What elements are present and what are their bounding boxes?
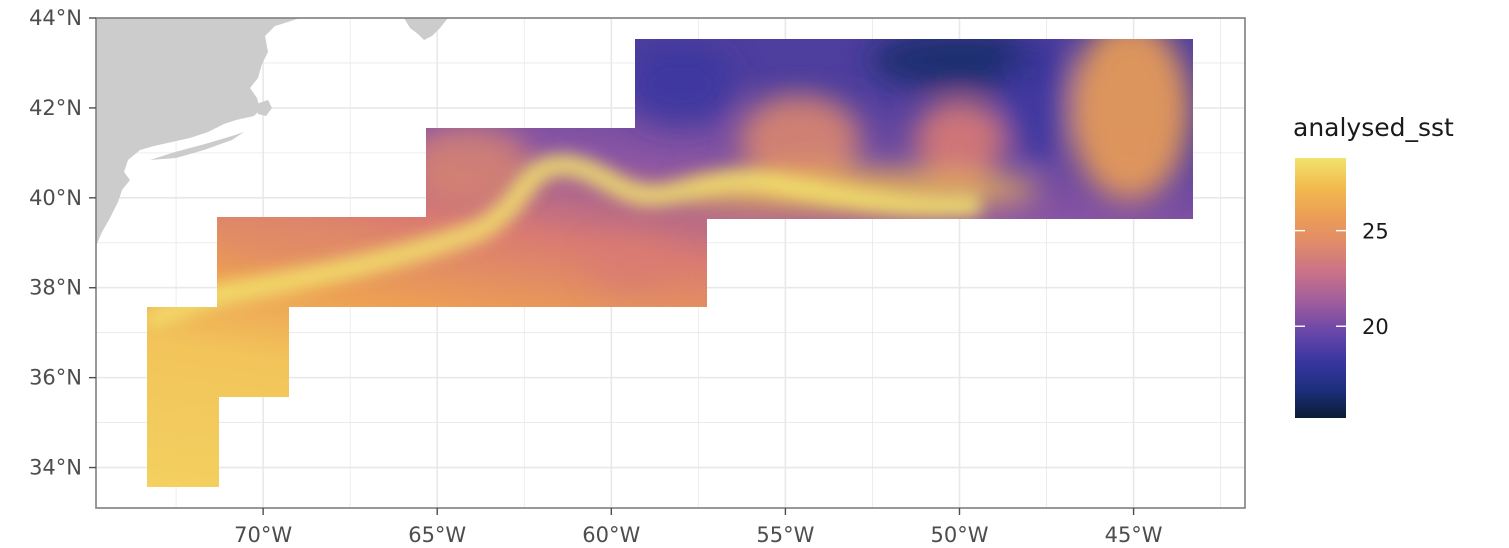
y-tick-label: 40°N [29, 186, 82, 210]
y-tick-label: 44°N [29, 6, 82, 30]
y-tick-label: 36°N [29, 366, 82, 390]
land-cape-cod [256, 100, 272, 116]
y-axis: 44°N 42°N 40°N 38°N 36°N 34°N [29, 6, 96, 480]
legend-breaks: 25 20 [1295, 220, 1389, 339]
x-tick-label: 55°W [756, 523, 814, 547]
panel-frame [95, 17, 1246, 509]
y-tick-label: 42°N [29, 96, 82, 120]
legend-colorbar [1295, 158, 1346, 418]
land-long-island [150, 132, 244, 160]
legend-break-label: 25 [1362, 220, 1389, 244]
land-mass [96, 18, 448, 246]
x-tick-label: 45°W [1105, 523, 1163, 547]
y-tick-label: 34°N [29, 456, 82, 480]
land-north-america [96, 18, 300, 246]
sst-texture [220, 39, 1190, 290]
legend-title: analysed_sst [1293, 113, 1454, 142]
x-tick-label: 65°W [408, 523, 466, 547]
legend-break-label: 20 [1362, 315, 1389, 339]
x-tick-label: 60°W [582, 523, 640, 547]
legend: analysed_sst 25 20 [1293, 113, 1454, 418]
land-nova-scotia [404, 18, 448, 40]
x-tick-label: 50°W [930, 523, 988, 547]
y-tick-label: 38°N [29, 276, 82, 300]
x-axis: 70°W 65°W 60°W 55°W 50°W 45°W [234, 508, 1163, 547]
x-tick-label: 70°W [234, 523, 292, 547]
